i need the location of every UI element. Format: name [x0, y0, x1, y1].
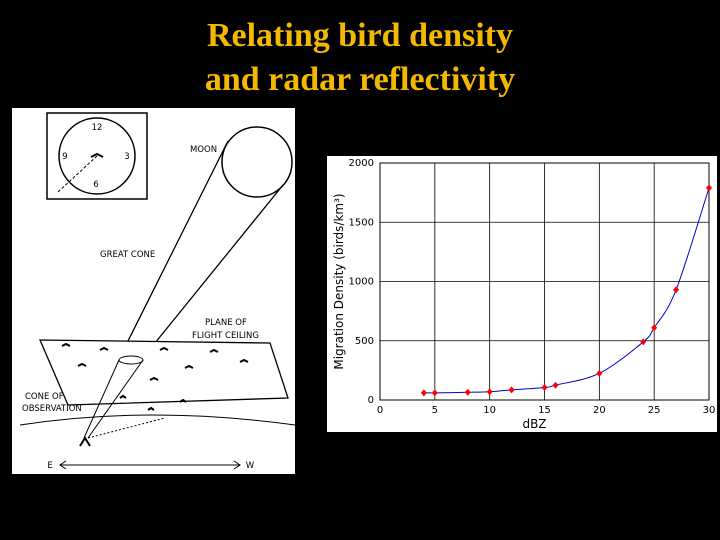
- clock-label: 12: [92, 123, 103, 133]
- arrow-heads: [59, 460, 241, 470]
- data-point: [640, 338, 647, 346]
- clock-hand: [57, 155, 98, 193]
- x-tick-label: 5: [432, 405, 438, 416]
- data-point: [651, 324, 658, 332]
- plot-frame: [379, 162, 710, 401]
- y-tick-label: 1000: [349, 277, 374, 288]
- x-tick-label: 30: [703, 405, 716, 416]
- y-tick-label: 0: [368, 395, 374, 406]
- obs-cone-edge: [87, 359, 144, 439]
- data-point: [596, 369, 603, 377]
- y-tick-label: 1500: [349, 217, 374, 228]
- obs-label: CONE OF: [25, 392, 64, 402]
- x-tick-label: 20: [593, 405, 606, 416]
- cone-edge: [126, 140, 229, 344]
- obs-cone-top: [118, 355, 144, 365]
- data-point: [541, 384, 548, 392]
- y-tick-label: 2000: [349, 158, 374, 169]
- moon: [221, 126, 293, 198]
- chart-panel: [327, 156, 717, 432]
- x-axis-label: dBZ: [522, 417, 546, 431]
- clock-label: 9: [62, 152, 67, 162]
- data-point: [431, 389, 438, 397]
- data-point: [706, 184, 712, 192]
- clock-face: [58, 117, 136, 195]
- data-point: [508, 386, 515, 394]
- clock-label: 3: [124, 152, 129, 162]
- x-tick-label: 25: [648, 405, 661, 416]
- flight-plane: [39, 339, 289, 406]
- east-label: E: [47, 461, 52, 471]
- data-point: [486, 388, 493, 396]
- obs-ray: [87, 417, 166, 439]
- clock-label: 6: [93, 180, 98, 190]
- plane-label: FLIGHT CEILING: [192, 331, 259, 341]
- great-cone-label: GREAT CONE: [100, 250, 155, 260]
- plane-label: PLANE OF: [205, 318, 247, 328]
- bird-icon: [90, 152, 104, 158]
- ground: [19, 414, 296, 426]
- observer: [79, 436, 91, 447]
- title-line: and radar reflectivity: [205, 61, 515, 98]
- moon-label: MOON: [190, 145, 217, 155]
- diagram: 12 3 6 9 MOON GREAT CONE PLANE OF FLIGHT…: [12, 108, 296, 474]
- obs-label: OBSERVATION: [22, 404, 82, 414]
- x-tick-label: 15: [538, 405, 551, 416]
- data-point: [552, 381, 559, 389]
- chart: 0 500 1000 1500 2000 0 5 10 15 20 25 30 dBZ Migration…: [327, 156, 717, 432]
- data-point: [673, 286, 680, 294]
- data-point: [464, 388, 471, 396]
- x-tick-label: 10: [483, 405, 496, 416]
- clock-box: [46, 112, 148, 200]
- y-axis-label: Migration Density (birds/km³): [332, 193, 346, 369]
- y-tick-label: 500: [355, 336, 374, 347]
- x-tick-label: 0: [377, 405, 383, 416]
- birds: [61, 342, 249, 411]
- cone-edge: [154, 184, 284, 344]
- obs-cone-edge: [83, 359, 120, 439]
- west-label: W: [246, 461, 255, 471]
- data-point: [420, 389, 427, 397]
- title-line: Relating bird density: [207, 17, 513, 54]
